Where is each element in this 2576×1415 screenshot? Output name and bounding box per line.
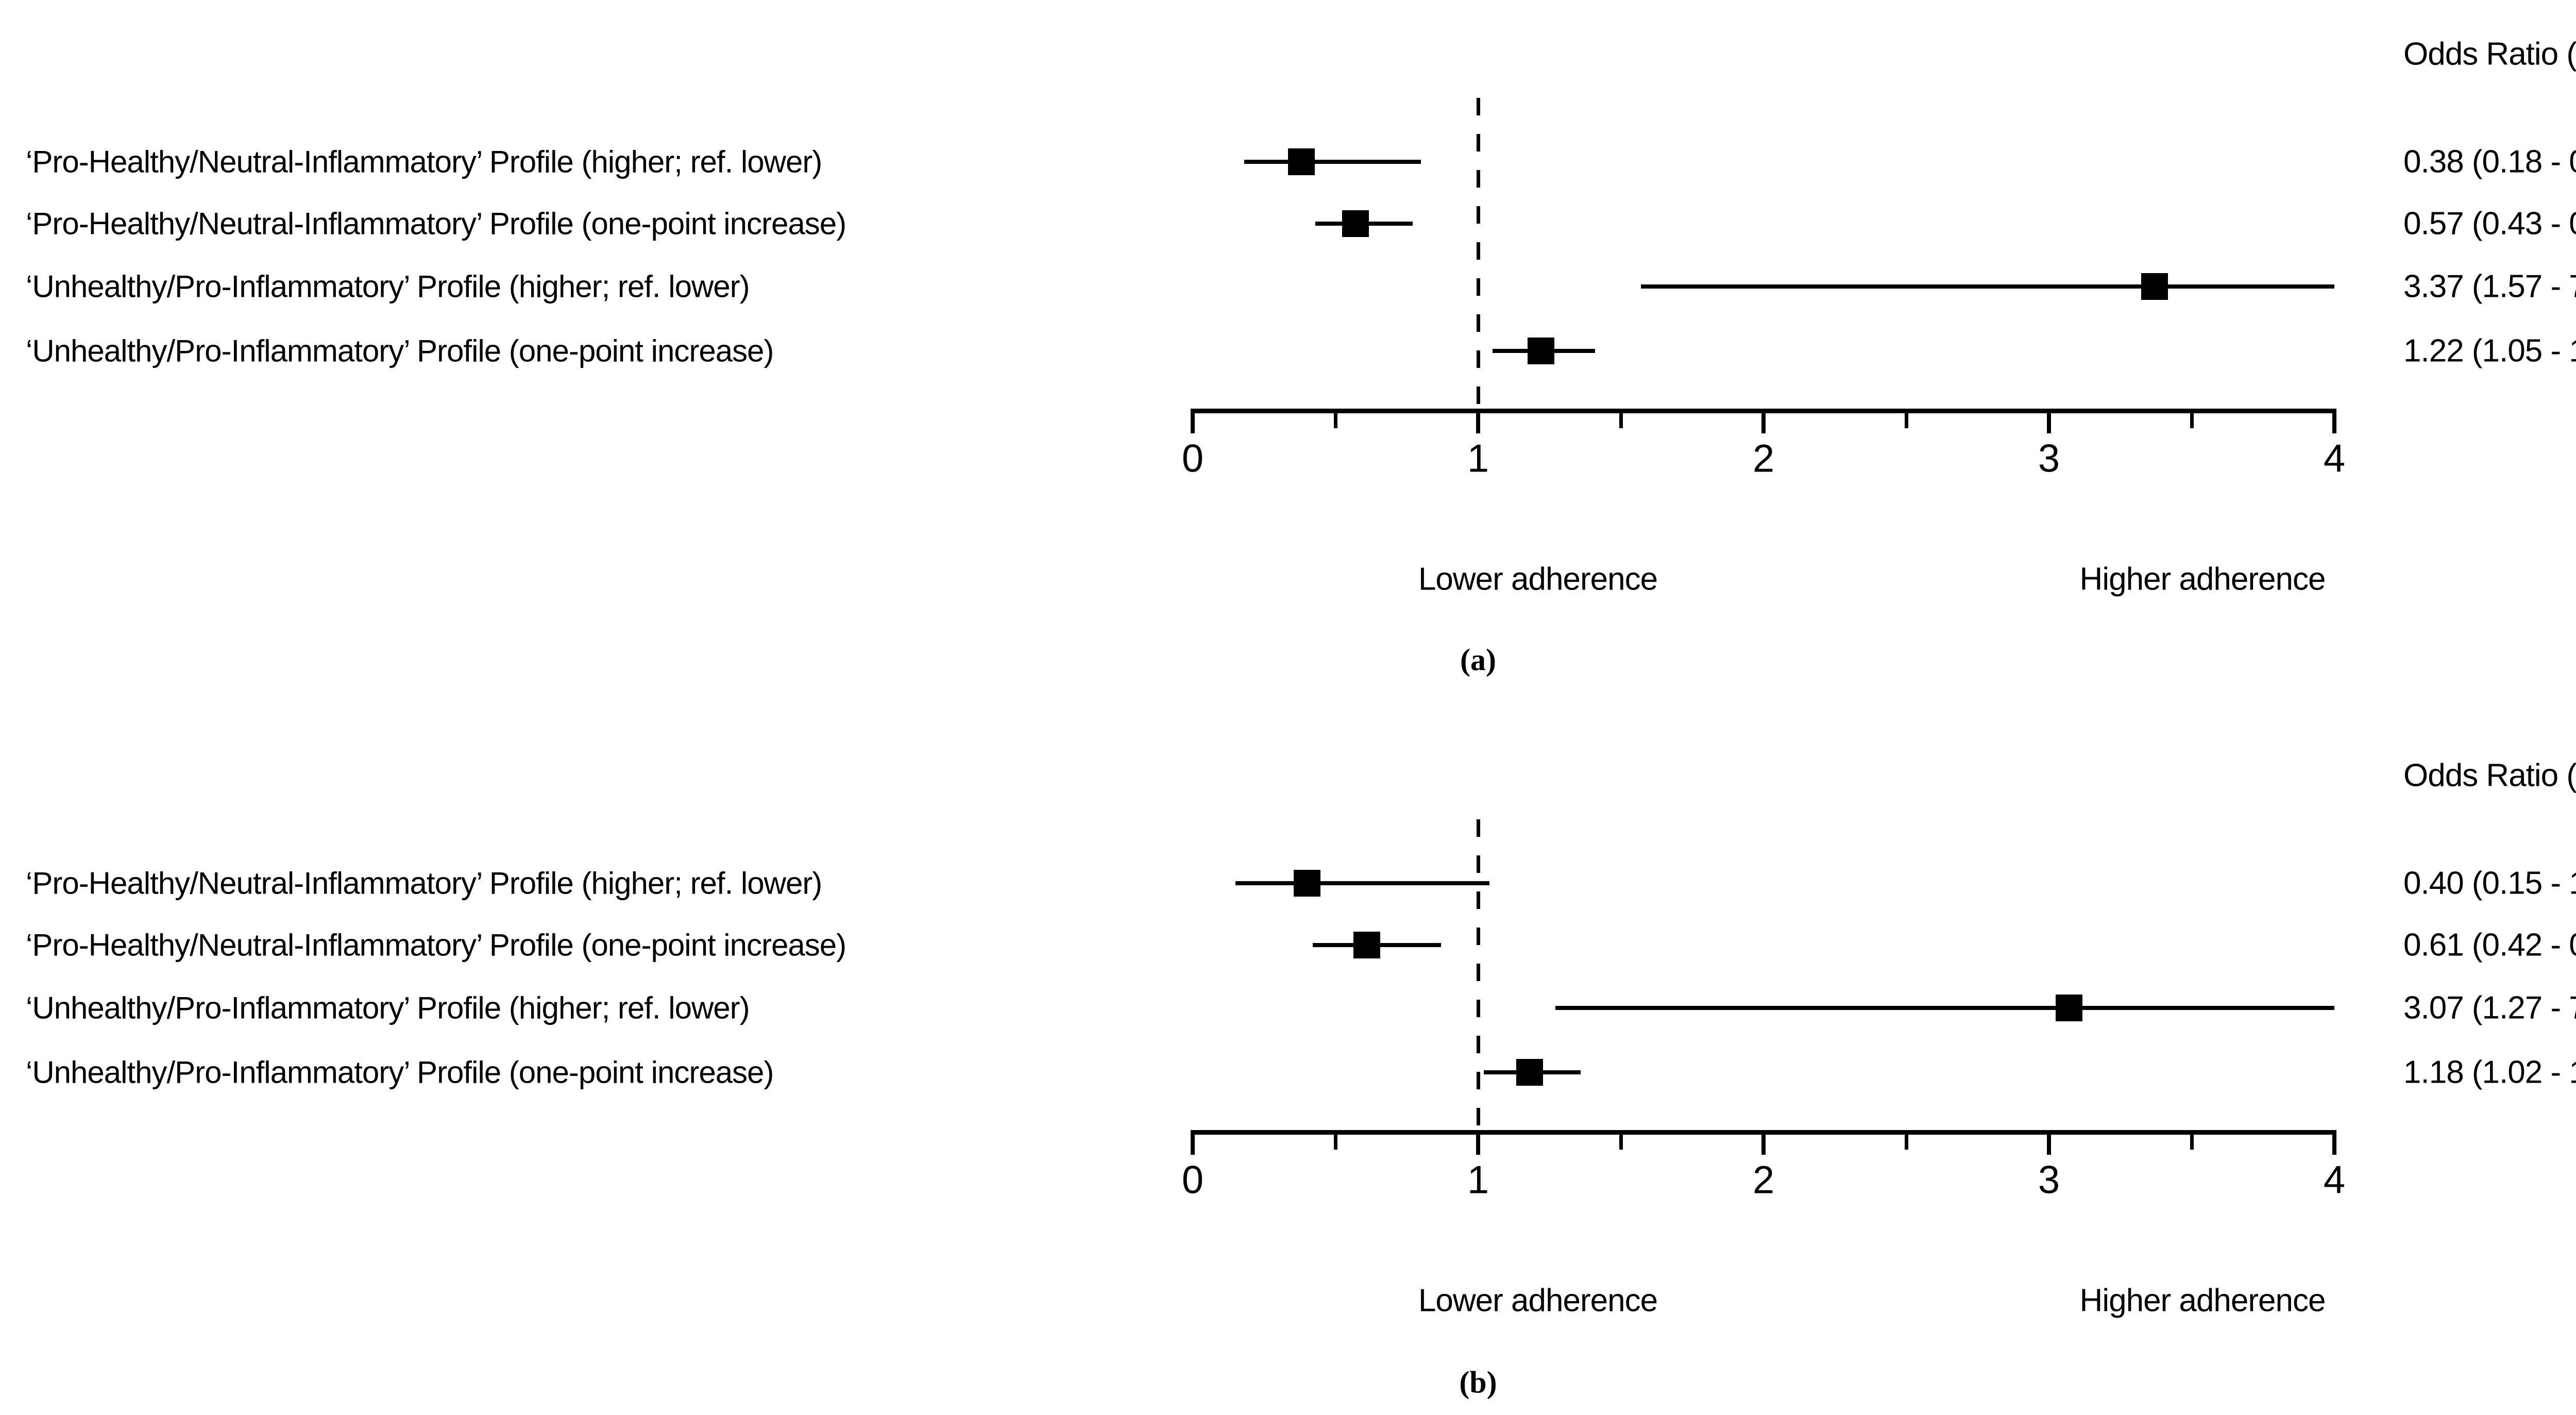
- row-value: 3.37 (1.57 - 7.22); <0.01: [2403, 268, 2576, 305]
- x-axis-tick-label: 1: [1467, 1158, 1489, 1202]
- x-axis-minor-tick: [1904, 1130, 1908, 1150]
- x-axis-tick-label: 1: [1467, 436, 1489, 481]
- panel-b-caption: (b): [1459, 1365, 1497, 1400]
- x-axis-minor-tick: [1904, 409, 1908, 428]
- x-axis-minor-tick: [1619, 409, 1623, 428]
- x-axis-major-tick: [1476, 409, 1480, 433]
- x-axis-major-tick: [2047, 1130, 2051, 1155]
- odds-ratio-marker: [1293, 870, 1320, 897]
- x-axis-tick-label: 2: [1752, 436, 1775, 481]
- row-label: ‘Pro-Healthy/Neutral-Inflammatory’ Profi…: [26, 928, 846, 963]
- x-axis-minor-tick: [1619, 1130, 1623, 1150]
- x-axis-major-tick: [2332, 1130, 2336, 1155]
- x-axis-major-tick: [1761, 409, 1766, 433]
- row-value: 0.61 (0.42 - 0.87); <0.01: [2403, 927, 2576, 963]
- odds-ratio-marker: [1353, 932, 1380, 958]
- row-value: 1.18 (1.02 - 1.36); <0.05: [2403, 1054, 2576, 1090]
- x-axis-minor-tick: [1333, 409, 1337, 428]
- row-label: ‘Unhealthy/Pro-Inflammatory’ Profile (hi…: [26, 269, 750, 304]
- ci-line: [1244, 160, 1421, 164]
- x-axis-major-tick: [2047, 409, 2051, 433]
- row-value: 0.57 (0.43 - 0.77); <0.001: [2403, 206, 2576, 242]
- row-label: ‘Pro-Healthy/Neutral-Inflammatory’ Profi…: [26, 206, 846, 241]
- ci-line: [1555, 1006, 2334, 1010]
- x-axis-tick-label: 0: [1181, 436, 1204, 481]
- panel-b-lower-adherence-label: Lower adherence: [1418, 1283, 1658, 1319]
- row-label: ‘Unhealthy/Pro-Inflammatory’ Profile (hi…: [26, 990, 750, 1025]
- x-axis-major-tick: [1191, 409, 1195, 433]
- row-value: 0.38 (0.18 - 0.80); <0.01: [2403, 144, 2576, 180]
- x-axis-tick-label: 3: [2038, 1158, 2060, 1202]
- panel-b-column-header: Odds Ratio (95% CI); P-value: [2403, 757, 2576, 794]
- x-axis-tick-label: 4: [2323, 1158, 2346, 1202]
- row-label: ‘Pro-Healthy/Neutral-Inflammatory’ Profi…: [26, 144, 822, 179]
- x-axis-tick-label: 2: [1752, 1158, 1775, 1202]
- row-value: 0.40 (0.15 - 1.04); ns: [2403, 865, 2576, 901]
- odds-ratio-marker: [1527, 338, 1554, 364]
- x-axis-major-tick: [1476, 1130, 1480, 1155]
- x-axis-tick-label: 0: [1181, 1158, 1204, 1202]
- panel-a-caption: (a): [1460, 643, 1496, 677]
- odds-ratio-marker: [2141, 273, 2168, 300]
- x-axis-major-tick: [1191, 1130, 1195, 1155]
- panel-a-higher-adherence-label: Higher adherence: [2079, 561, 2326, 597]
- odds-ratio-marker: [1342, 210, 1369, 237]
- row-label: ‘Unhealthy/Pro-Inflammatory’ Profile (on…: [26, 333, 774, 368]
- row-value: 3.07 (1.27 - 7.44); <0.05: [2403, 990, 2576, 1026]
- row-label: ‘Pro-Healthy/Neutral-Inflammatory’ Profi…: [26, 866, 822, 901]
- row-label: ‘Unhealthy/Pro-Inflammatory’ Profile (on…: [26, 1055, 774, 1090]
- x-axis-tick-label: 3: [2038, 436, 2060, 481]
- ci-line: [1235, 881, 1490, 885]
- x-axis-major-tick: [2332, 409, 2336, 433]
- x-axis-major-tick: [1761, 1130, 1766, 1155]
- x-axis-minor-tick: [1333, 1130, 1337, 1150]
- odds-ratio-marker: [1516, 1059, 1543, 1086]
- x-axis-minor-tick: [2190, 409, 2194, 428]
- row-value: 1.22 (1.05 - 1.41); <0.01: [2403, 333, 2576, 369]
- reference-line-or-1: [1476, 819, 1480, 1130]
- panel-a-lower-adherence-label: Lower adherence: [1418, 561, 1658, 597]
- x-axis-tick-label: 4: [2323, 436, 2346, 481]
- panel-b-higher-adherence-label: Higher adherence: [2079, 1283, 2326, 1319]
- panel-a-column-header: Odds Ratio (95% CI); P-value: [2403, 36, 2576, 72]
- odds-ratio-marker: [2055, 995, 2082, 1021]
- x-axis-minor-tick: [2190, 1130, 2194, 1150]
- ci-line: [1640, 284, 2334, 289]
- reference-line-or-1: [1476, 98, 1480, 409]
- odds-ratio-marker: [1287, 148, 1315, 175]
